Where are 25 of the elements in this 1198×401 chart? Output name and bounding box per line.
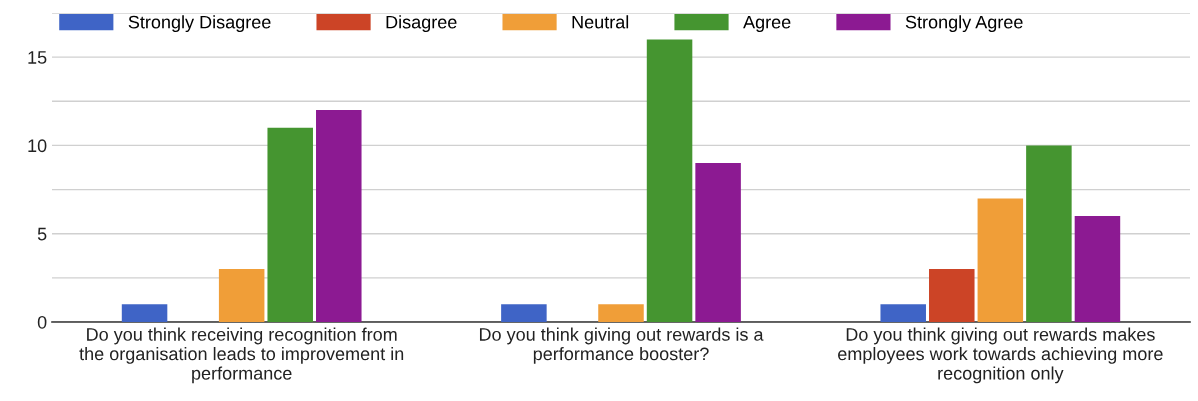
bar <box>267 127 313 322</box>
bar <box>929 269 975 322</box>
x-tick-label: Do you think receiving recognition from the organisation leads to improvement in performance <box>79 327 404 384</box>
legend-label: Disagree <box>386 15 457 33</box>
x-tick-label: Do you think giving out rewards is a performance booster? <box>479 327 764 364</box>
legend-label: Strongly Disagree <box>128 15 271 33</box>
bar <box>316 110 362 322</box>
legend-label: Strongly Agree <box>905 15 1023 33</box>
y-tick-label: 10 <box>28 139 47 153</box>
bar <box>598 304 644 322</box>
y-tick-label: 0 <box>37 315 47 329</box>
bar <box>501 304 547 322</box>
x-tick-label: Do you think giving out rewards makes employees work towards achieving more recognition only <box>838 327 1163 384</box>
bar <box>646 39 693 322</box>
y-tick-label: 5 <box>37 227 47 241</box>
bar <box>218 269 265 322</box>
bar <box>1074 216 1121 322</box>
bar <box>1026 145 1072 322</box>
bar <box>977 198 1024 322</box>
legend-label: Neutral <box>572 15 629 29</box>
y-tick-label: 15 <box>28 51 47 64</box>
legend-label: Agree <box>743 15 791 33</box>
bar <box>121 304 168 322</box>
bar <box>695 163 741 322</box>
bar <box>880 304 926 322</box>
